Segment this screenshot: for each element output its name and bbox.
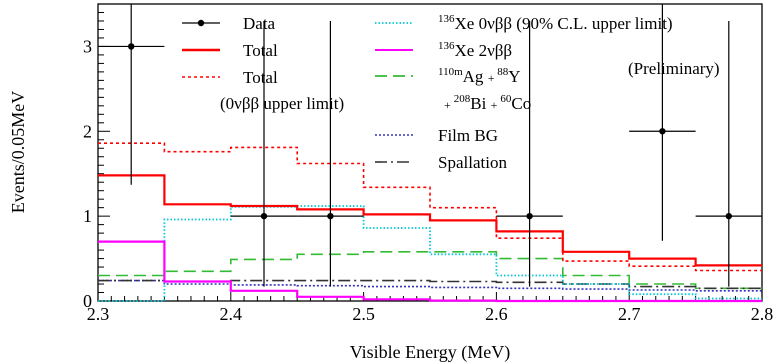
x-tick-label: 2.6 xyxy=(485,304,508,324)
x-tick-label: 2.3 xyxy=(87,304,110,324)
x-tick-label: 2.7 xyxy=(618,304,641,324)
legend-label-data: Data xyxy=(243,14,276,33)
series-line-0 xyxy=(98,174,762,267)
data-marker xyxy=(526,212,533,220)
x-axis-title: Visible Energy (MeV) xyxy=(350,342,511,363)
y-axis: 0 1 2 3 xyxy=(83,3,110,311)
x-tick-label: 2.5 xyxy=(352,304,375,324)
legend-item-xe0v: 136Xe 0νββ (90% C.L. upper limit) xyxy=(375,13,673,33)
data-marker xyxy=(260,212,268,220)
y-tick-label: 2 xyxy=(83,121,92,141)
series-line-6 xyxy=(98,279,762,290)
series-line-4 xyxy=(98,251,762,290)
legend-item-spallation: Spallation xyxy=(375,153,507,172)
data-marker xyxy=(659,128,666,135)
y-tick-label: 1 xyxy=(83,206,92,226)
y-axis-title: Events/0.05MeV xyxy=(8,91,28,213)
legend-label-xe0v: 136Xe 0νββ (90% C.L. upper limit) xyxy=(438,13,673,33)
legend: Data Total Total (0νββ upper limit) 136X… xyxy=(182,13,673,172)
legend-item-film-bg: Film BG xyxy=(375,126,498,145)
series-layer xyxy=(98,142,762,303)
legend-label-xe2v: 136Xe 2νββ xyxy=(438,40,512,60)
series-line-1 xyxy=(98,142,762,272)
legend-label-film-bg: Film BG xyxy=(438,126,498,145)
data-point xyxy=(496,20,563,287)
legend-label-total-upper-limit: Total xyxy=(243,68,278,87)
series-line-2 xyxy=(98,205,762,302)
data-point xyxy=(98,4,165,185)
annotation-preliminary: (Preliminary) xyxy=(628,59,720,78)
legend-label-bi-co: + 208Bi + 60Co xyxy=(444,93,531,113)
x-tick-label: 2.8 xyxy=(751,304,774,324)
data-marker xyxy=(128,43,135,50)
legend-item-total: Total xyxy=(182,41,278,60)
legend-item-ag-y-bi-co: 110mAg + 88Y + 208Bi + 60Co xyxy=(375,66,531,113)
series-line-3 xyxy=(98,240,762,303)
legend-item-xe2v: 136Xe 2νββ xyxy=(375,40,512,60)
legend-label-spallation: Spallation xyxy=(438,153,507,172)
data-point xyxy=(230,20,298,287)
legend-item-total-upper-limit: Total (0νββ upper limit) xyxy=(182,68,344,113)
data-marker xyxy=(725,212,732,220)
x-axis: 2.3 2.4 2.5 2.6 2.7 2.8 xyxy=(87,292,774,324)
data-point xyxy=(629,4,696,241)
y-tick-label: 3 xyxy=(83,36,92,56)
legend-label-total: Total xyxy=(243,41,278,60)
data-point xyxy=(695,20,762,287)
data-points xyxy=(98,4,762,287)
legend-label-ag-y: 110mAg + 88Y xyxy=(438,66,521,86)
data-point xyxy=(297,20,364,287)
data-marker xyxy=(327,212,334,220)
legend-label-total-upper-limit-sub: (0νββ upper limit) xyxy=(220,94,344,113)
y-tick-label: 0 xyxy=(83,291,92,311)
x-tick-label: 2.4 xyxy=(220,304,243,324)
legend-item-data: Data xyxy=(182,14,276,33)
